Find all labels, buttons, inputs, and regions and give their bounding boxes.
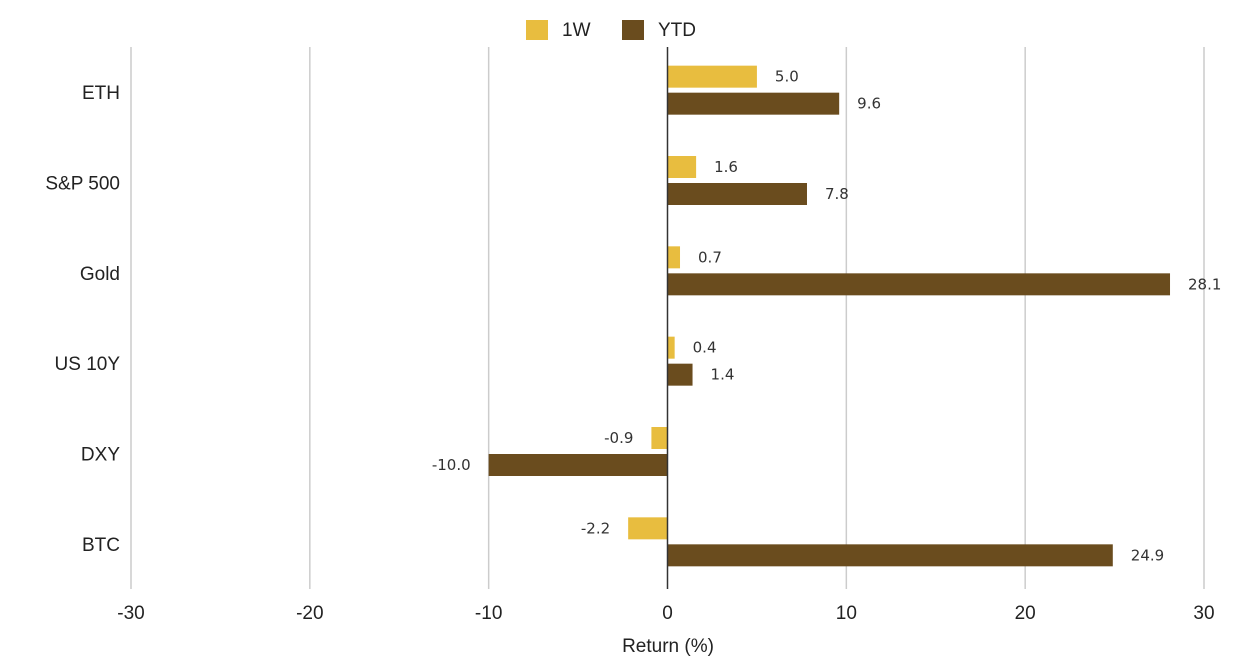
bar-1w-btc — [628, 517, 668, 540]
x-tick-label: -30 — [117, 603, 144, 624]
category-label-us-10y: US 10Y — [55, 354, 121, 375]
x-tick-label: 20 — [1015, 603, 1036, 624]
category-label-eth: ETH — [82, 83, 120, 104]
category-labels: ETH S&P 500 Gold US 10Y DXY BTC — [45, 83, 120, 556]
data-label-1w-btc: -2.2 — [581, 519, 610, 537]
bar-ytd-eth — [667, 92, 840, 115]
legend-swatch-ytd — [622, 20, 644, 40]
x-tick-label: 30 — [1193, 603, 1214, 624]
bar-ytd-gold — [667, 273, 1171, 296]
x-tick-labels: -30 -20 -10 0 10 20 30 — [117, 603, 1214, 624]
bar-1w-dxy — [651, 427, 668, 449]
legend-swatch-1w — [526, 20, 548, 40]
x-axis-title: Return (%) — [622, 636, 714, 657]
legend-label-1w: 1W — [562, 20, 591, 41]
x-tick-label: -10 — [475, 603, 502, 624]
data-label-ytd-us-10y: 1.4 — [711, 366, 735, 384]
category-label-gold: Gold — [80, 264, 120, 285]
data-label-1w-dxy: -0.9 — [604, 429, 633, 447]
category-label-s-p-500: S&P 500 — [45, 174, 120, 195]
x-tick-label: 10 — [836, 603, 857, 624]
x-tick-label: -20 — [296, 603, 323, 624]
data-label-1w-eth: 5.0 — [775, 68, 799, 86]
legend: 1W YTD — [526, 20, 696, 41]
data-label-ytd-s-p-500: 7.8 — [825, 185, 849, 203]
data-label-ytd-gold: 28.1 — [1188, 275, 1221, 293]
bar-ytd-us-10y — [667, 363, 693, 386]
data-labels: 5.0 9.6 1.6 7.8 0.7 28.1 0.4 1.4 -0.9 -10.0 -2.2 24… — [432, 68, 1222, 565]
bar-ytd-btc — [667, 544, 1113, 567]
data-label-ytd-dxy: -10.0 — [432, 456, 471, 474]
bar-1w-us-10y — [667, 336, 675, 359]
data-label-ytd-eth: 9.6 — [857, 95, 881, 113]
legend-label-ytd: YTD — [658, 20, 696, 41]
x-tick-label: 0 — [662, 603, 673, 624]
data-label-1w-s-p-500: 1.6 — [714, 158, 738, 176]
data-label-ytd-btc: 24.9 — [1131, 546, 1164, 564]
bar-ytd-s-p-500 — [667, 183, 807, 205]
category-label-btc: BTC — [82, 535, 120, 556]
bar-ytd-dxy — [488, 454, 668, 476]
bar-1w-s-p-500 — [667, 156, 697, 178]
bar-1w-eth — [667, 65, 757, 88]
category-label-dxy: DXY — [81, 445, 120, 466]
bar-1w-gold — [667, 246, 681, 269]
data-label-1w-us-10y: 0.4 — [693, 339, 717, 357]
gridlines — [130, 47, 1205, 589]
bars — [488, 65, 1171, 567]
data-label-1w-gold: 0.7 — [698, 248, 722, 266]
